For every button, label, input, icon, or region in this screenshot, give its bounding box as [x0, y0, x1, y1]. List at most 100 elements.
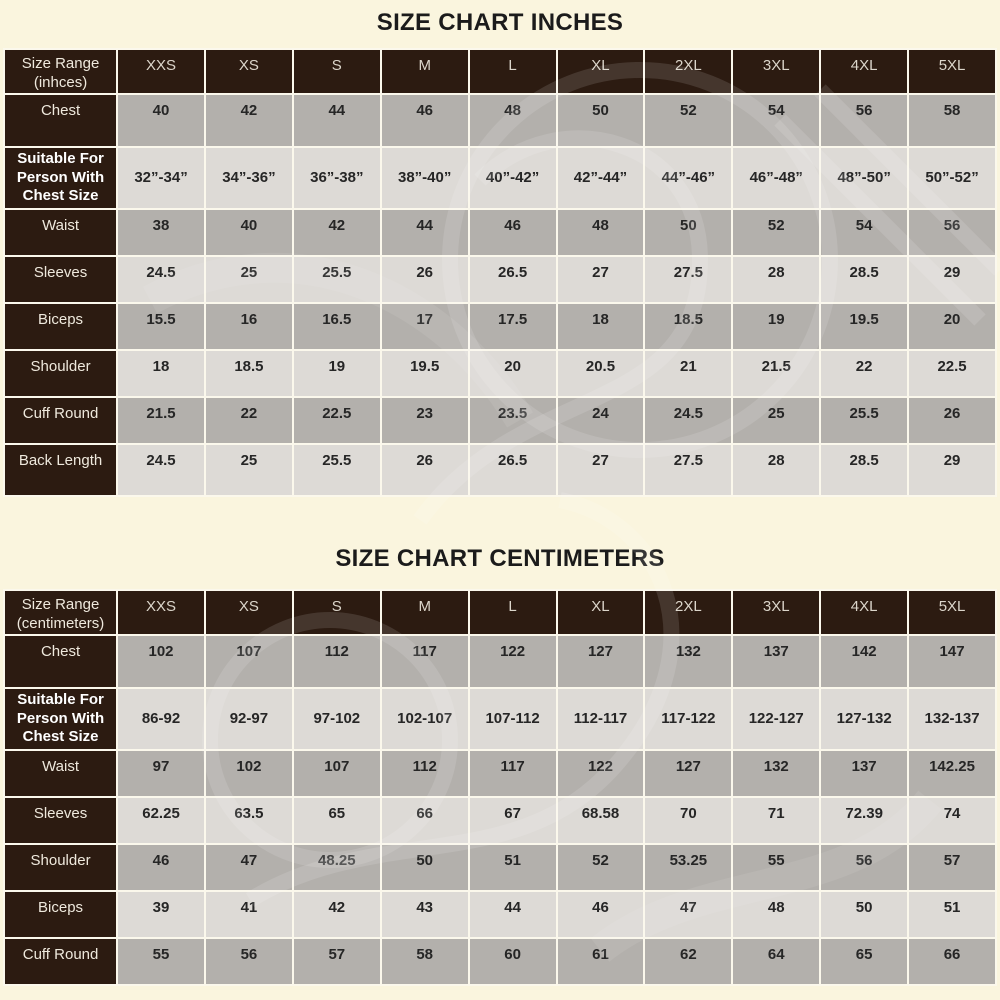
size-value-cell: 27 — [555, 255, 646, 304]
size-value-cell: 50 — [819, 890, 910, 939]
size-value-cell: 142.25 — [907, 749, 997, 798]
size-value-cell: 27.5 — [643, 443, 734, 497]
size-value-cell: 26 — [907, 396, 997, 445]
row-label: Chest — [2, 634, 119, 689]
size-value-cell: 65 — [819, 937, 910, 986]
size-value-cell: 56 — [819, 93, 910, 148]
size-value-cell: 97 — [116, 749, 206, 798]
size-value-cell: 47 — [203, 843, 294, 892]
size-value-cell: 107 — [291, 749, 382, 798]
row-label: Shoulder — [2, 349, 119, 398]
size-header-row: Size Range (centimeters) XXS XS S M L XL 2XL 3XL… — [2, 589, 997, 636]
size-column-header: M — [379, 589, 470, 636]
size-value-cell: 23.5 — [467, 396, 558, 445]
size-value-cell: 18 — [555, 302, 646, 351]
size-value-cell: 56 — [819, 843, 910, 892]
row-label: Waist — [2, 208, 119, 257]
size-value-cell: 48.25 — [291, 843, 382, 892]
size-value-cell: 26 — [379, 255, 470, 304]
size-column-header: 2XL — [643, 48, 734, 95]
row-label: Shoulder — [2, 843, 119, 892]
row-label: Sleeves — [2, 255, 119, 304]
size-value-cell: 48”-50” — [819, 146, 910, 210]
size-value-cell: 63.5 — [203, 796, 294, 845]
size-value-cell: 18.5 — [203, 349, 294, 398]
size-value-cell: 16 — [203, 302, 294, 351]
size-value-cell: 39 — [116, 890, 206, 939]
size-value-cell: 137 — [819, 749, 910, 798]
row-label: Suitable For Person With Chest Size — [2, 146, 119, 210]
table-row: Sleeves 24.5 25 25.5 26 26.5 27 27.5 28 28.5 29 — [2, 255, 997, 304]
size-value-cell: 16.5 — [291, 302, 382, 351]
corner-cell: Size Range (inhces) — [2, 48, 119, 95]
size-value-cell: 53.25 — [643, 843, 734, 892]
size-value-cell: 58 — [907, 93, 997, 148]
size-value-cell: 64 — [731, 937, 822, 986]
size-column-header: 2XL — [643, 589, 734, 636]
size-value-cell: 21 — [643, 349, 734, 398]
size-value-cell: 107 — [203, 634, 294, 689]
size-value-cell: 46 — [379, 93, 470, 148]
centimeters-chart-title: SIZE CHART CENTIMETERS — [335, 545, 665, 572]
size-value-cell: 132 — [731, 749, 822, 798]
size-value-cell: 112 — [379, 749, 470, 798]
size-column-header: XXS — [116, 589, 206, 636]
size-column-header: 5XL — [907, 48, 997, 95]
table-row: Cuff Round 21.5 22 22.5 23 23.5 24 24.5 25 25.5 26 — [2, 396, 997, 445]
size-value-cell: 66 — [907, 937, 997, 986]
size-value-cell: 51 — [467, 843, 558, 892]
size-value-cell: 28 — [731, 443, 822, 497]
table-row: Waist 97 102 107 112 117 122 127 132 137 142.25 — [2, 749, 997, 798]
size-value-cell: 132 — [643, 634, 734, 689]
size-value-cell: 65 — [291, 796, 382, 845]
size-value-cell: 24.5 — [116, 255, 206, 304]
table-row: Waist 38 40 42 44 46 48 50 52 54 56 — [2, 208, 997, 257]
row-label: Waist — [2, 749, 119, 798]
size-value-cell: 61 — [555, 937, 646, 986]
size-column-header: L — [467, 589, 558, 636]
size-value-cell: 55 — [731, 843, 822, 892]
size-value-cell: 52 — [731, 208, 822, 257]
size-value-cell: 132-137 — [907, 687, 997, 751]
size-value-cell: 21.5 — [731, 349, 822, 398]
size-value-cell: 20 — [907, 302, 997, 351]
size-value-cell: 21.5 — [116, 396, 206, 445]
size-column-header: S — [291, 48, 382, 95]
size-value-cell: 92-97 — [203, 687, 294, 751]
size-value-cell: 142 — [819, 634, 910, 689]
size-value-cell: 72.39 — [819, 796, 910, 845]
size-column-header: XS — [203, 48, 294, 95]
size-value-cell: 28.5 — [819, 443, 910, 497]
size-value-cell: 42 — [291, 208, 382, 257]
size-column-header: 5XL — [907, 589, 997, 636]
size-value-cell: 48 — [555, 208, 646, 257]
size-value-cell: 46 — [555, 890, 646, 939]
size-value-cell: 55 — [116, 937, 206, 986]
size-chart-centimeters-section: SIZE CHART CENTIMETERS Size Range (centi… — [0, 533, 1000, 986]
size-value-cell: 40 — [116, 93, 206, 148]
size-value-cell: 22 — [819, 349, 910, 398]
size-value-cell: 20.5 — [555, 349, 646, 398]
size-value-cell: 117 — [379, 634, 470, 689]
table-row: Cuff Round 55 56 57 58 60 61 62 64 65 66 — [2, 937, 997, 986]
size-value-cell: 25.5 — [291, 443, 382, 497]
size-value-cell: 86-92 — [116, 687, 206, 751]
size-value-cell: 42 — [291, 890, 382, 939]
size-value-cell: 52 — [555, 843, 646, 892]
size-value-cell: 97-102 — [291, 687, 382, 751]
size-value-cell: 42”-44” — [555, 146, 646, 210]
corner-cell: Size Range (centimeters) — [2, 589, 119, 636]
size-header-row: Size Range (inhces) XXS XS S M L XL 2XL 3XL 4XL 5X… — [2, 48, 997, 95]
table-row: Shoulder 18 18.5 19 19.5 20 20.5 21 21.5 22 22.5 — [2, 349, 997, 398]
size-value-cell: 48 — [731, 890, 822, 939]
size-value-cell: 107-112 — [467, 687, 558, 751]
size-value-cell: 24.5 — [643, 396, 734, 445]
size-value-cell: 127 — [555, 634, 646, 689]
size-value-cell: 74 — [907, 796, 997, 845]
size-value-cell: 56 — [203, 937, 294, 986]
table-row: Sleeves 62.25 63.5 65 66 67 68.58 70 71 72.39 74 — [2, 796, 997, 845]
size-value-cell: 27 — [555, 443, 646, 497]
size-value-cell: 122 — [555, 749, 646, 798]
size-value-cell: 66 — [379, 796, 470, 845]
size-value-cell: 47 — [643, 890, 734, 939]
